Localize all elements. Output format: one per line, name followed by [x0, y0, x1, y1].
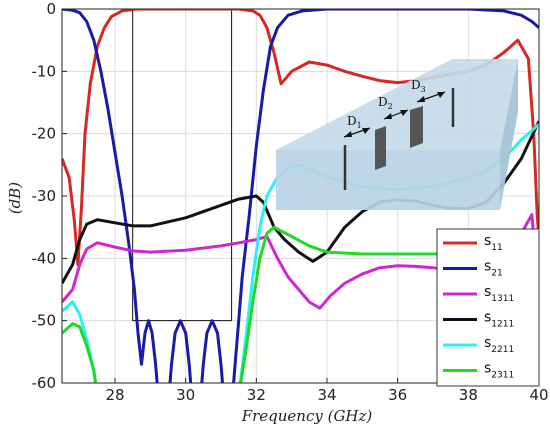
inset-waveguide-illustration: D1 D2 D3 [276, 59, 518, 210]
y-tick-label: -10 [32, 62, 57, 80]
inset-label-d2: D2 [378, 95, 393, 111]
y-tick-label: -30 [32, 187, 57, 205]
legend-box [436, 228, 540, 387]
x-tick-label: 34 [317, 386, 336, 404]
legend: s11 s21 s1311 s1211 s2211 s2311 [436, 228, 540, 387]
inset-plate-2 [375, 126, 386, 170]
x-tick-label: 40 [529, 386, 548, 404]
x-axis-label: Frequency (GHz) [241, 407, 373, 425]
y-axis-label: (dB) [6, 182, 24, 214]
x-tick-label: 30 [176, 386, 195, 404]
y-tick-label: 0 [46, 0, 56, 18]
y-tick-label: -20 [32, 125, 57, 143]
inset-arrow-d2 [383, 109, 409, 120]
inset-label-d3: D3 [411, 78, 426, 94]
y-tick-label: -60 [32, 374, 57, 392]
legend-label-s21: s21 [484, 259, 503, 279]
inset-arrow-d3 [416, 91, 446, 103]
x-tick-label: 28 [105, 386, 124, 404]
filter-mask [132, 9, 233, 322]
series-line-s21 [62, 9, 539, 383]
inset-front-face [276, 150, 500, 210]
inset-label-d1: D1 [347, 114, 362, 130]
x-tick-label: 38 [459, 386, 478, 404]
filter-mask-outline [132, 9, 233, 322]
axis-ticks: 28 30 32 34 36 38 40 0 -10 -20 -30 -40 -50 -60 [32, 0, 549, 404]
inset-arrow-d1 [343, 127, 371, 138]
legend-label-s1311: s1311 [484, 284, 514, 304]
legend-label-s2311: s2311 [484, 361, 514, 381]
inset-top-face [276, 59, 518, 150]
inset-plate-3 [410, 106, 423, 148]
legend-label-s2211: s2211 [484, 335, 514, 355]
x-tick-label: 32 [247, 386, 266, 404]
y-tick-label: -50 [32, 312, 57, 330]
x-tick-label: 36 [388, 386, 407, 404]
y-tick-label: -40 [32, 249, 57, 267]
legend-label-s11: s11 [484, 233, 503, 253]
inset-side-face [500, 59, 518, 210]
legend-label-s1211: s1211 [484, 310, 514, 330]
